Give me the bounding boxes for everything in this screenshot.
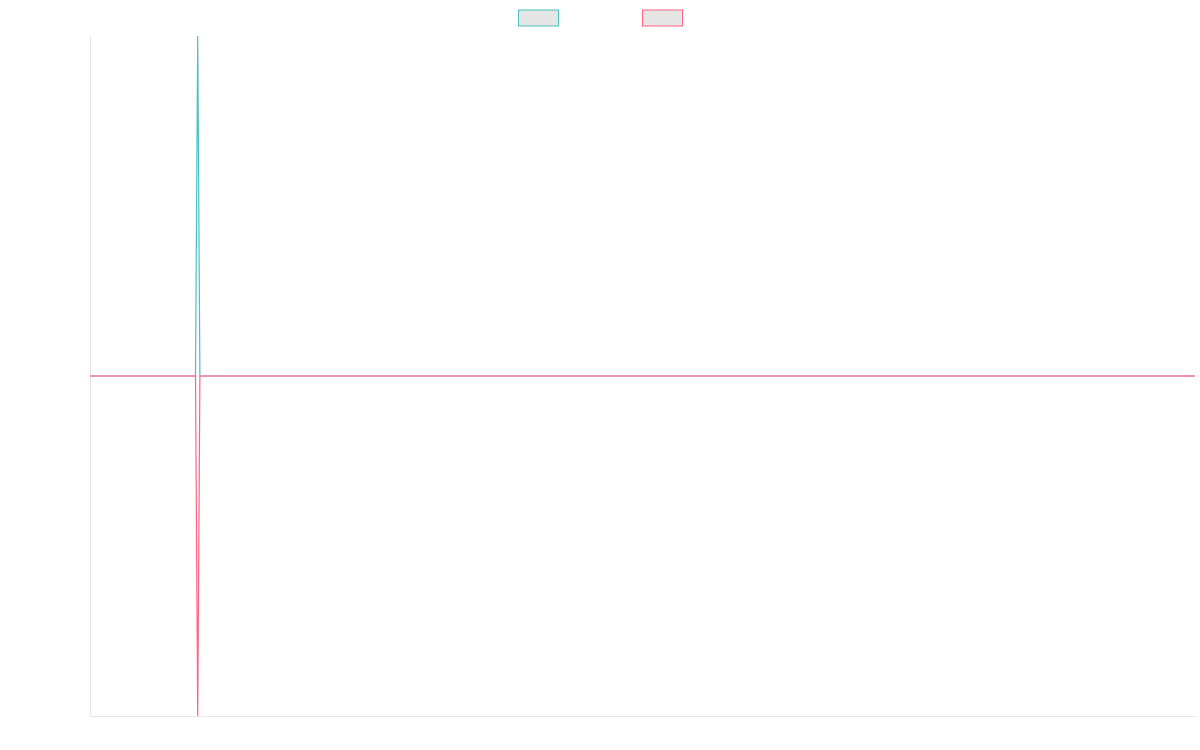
legend-swatch-2[interactable] xyxy=(642,9,683,27)
legend-swatch-1[interactable] xyxy=(518,9,559,27)
series-line-1 xyxy=(90,35,1195,377)
series-line-2 xyxy=(90,375,1195,717)
legend xyxy=(518,9,683,27)
plot-area xyxy=(90,35,1195,717)
